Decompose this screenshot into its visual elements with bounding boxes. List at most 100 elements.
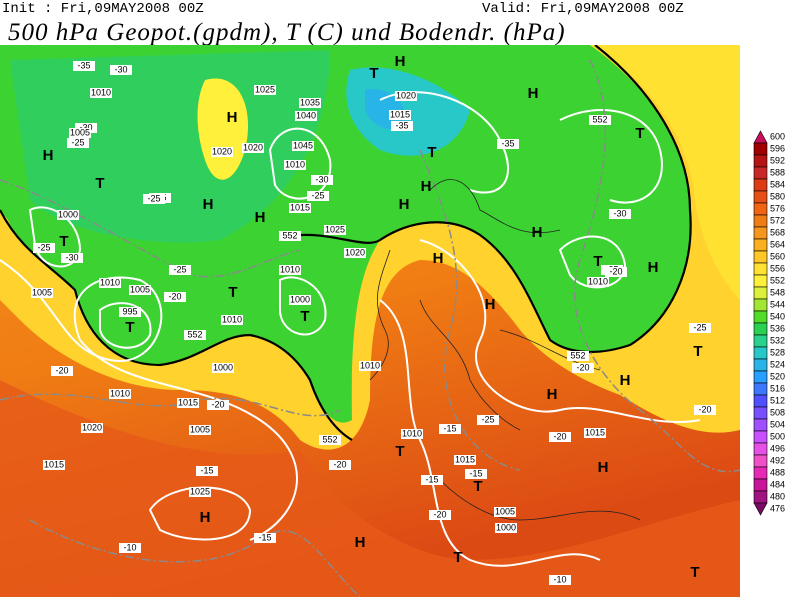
colorbar-label: 492 — [770, 455, 785, 465]
label-box — [90, 88, 112, 98]
pressure-center: H — [532, 224, 543, 241]
colorbar-swatch — [753, 358, 768, 372]
pressure-center: H — [200, 509, 211, 526]
label-box — [497, 139, 519, 149]
contour-label: 1010 — [402, 428, 422, 438]
colorbar-swatch — [753, 334, 768, 348]
label-box — [67, 138, 89, 148]
colorbar-swatch — [753, 478, 768, 492]
contour-label: 1015 — [178, 397, 198, 407]
label-box — [311, 175, 333, 185]
pressure-center: H — [620, 372, 631, 389]
contour-label: 1000 — [213, 362, 233, 372]
label-box — [289, 295, 311, 305]
label-box — [207, 400, 229, 410]
colorbar-swatch — [753, 190, 768, 204]
pressure-center: H — [485, 296, 496, 313]
label-box — [694, 405, 716, 415]
contour-label: -20 — [211, 399, 224, 409]
contour-label: 1015 — [585, 427, 605, 437]
isobar — [279, 276, 327, 336]
contour-label: -20 — [553, 431, 566, 441]
label-box — [421, 475, 443, 485]
contour-label: -20 — [333, 459, 346, 469]
contour-label: -30 — [79, 122, 92, 132]
contour-label: 1010 — [91, 87, 111, 97]
contour-label: -25 — [71, 137, 84, 147]
valid-time: Valid: Fri,09MAY2008 00Z — [482, 1, 684, 17]
label-box — [605, 267, 627, 277]
colorbar-swatch — [753, 250, 768, 264]
label-box — [51, 366, 73, 376]
init-time: Init : Fri,09MAY2008 00Z — [2, 1, 204, 17]
map-title: 500 hPa Geopot.(gpdm), T (C) und Bodendr… — [8, 19, 566, 46]
pressure-center: H — [227, 109, 238, 126]
label-box — [439, 424, 461, 434]
pressure-center: T — [473, 478, 482, 495]
contour-label: 552 — [570, 350, 585, 360]
contour-label: -15 — [258, 532, 271, 542]
east-warm — [590, 45, 740, 300]
colorbar-label: 536 — [770, 323, 785, 333]
contour-label: 1025 — [325, 224, 345, 234]
contour-label: 552 — [322, 434, 337, 444]
colorbar-swatch — [753, 322, 768, 336]
colorbar-label: 600 — [770, 131, 785, 141]
label-box — [242, 143, 264, 153]
label-box — [401, 429, 423, 439]
label-box — [177, 398, 199, 408]
colorbar-swatch — [753, 226, 768, 240]
pressure-center: T — [635, 125, 644, 142]
label-box — [319, 435, 341, 445]
colorbar-label: 520 — [770, 371, 785, 381]
colorbar-label: 516 — [770, 383, 785, 393]
contour-label: 1010 — [360, 360, 380, 370]
label-box — [279, 231, 301, 241]
label-box — [33, 243, 55, 253]
colorbar: 600 596 592 588 584 580 576 572 568 564 560 556 552 5… — [753, 130, 785, 516]
contour-label: -25 — [481, 414, 494, 424]
label-box — [284, 160, 306, 170]
contour-label: 1035 — [300, 97, 320, 107]
contour-label: 1015 — [455, 454, 475, 464]
label-box — [589, 115, 611, 125]
colorbar-swatch — [753, 346, 768, 360]
colorbar-label: 576 — [770, 203, 785, 213]
label-box — [465, 469, 487, 479]
label-box — [324, 225, 346, 235]
contour-label: -35 — [395, 120, 408, 130]
pressure-center: H — [43, 147, 54, 164]
colorbar-label: 580 — [770, 191, 785, 201]
label-box — [329, 460, 351, 470]
isobar — [419, 239, 701, 424]
pressure-center: H — [547, 386, 558, 403]
contour-label: -20 — [576, 362, 589, 372]
isobar — [558, 235, 627, 289]
isobar — [268, 127, 332, 200]
contour-label: 1015 — [290, 202, 310, 212]
colorbar-label: 484 — [770, 479, 785, 489]
label-box — [495, 523, 517, 533]
contour-label: 1000 — [58, 209, 78, 219]
pressure-center: H — [355, 534, 366, 551]
contour-label: 1020 — [396, 90, 416, 100]
isobar — [28, 206, 82, 268]
isotherm — [574, 59, 740, 473]
colorbar-swatch — [753, 154, 768, 168]
label-box — [129, 285, 151, 295]
colorbar-swatch — [753, 298, 768, 312]
label-box — [212, 363, 234, 373]
contour-label: 552 — [187, 329, 202, 339]
isotherm — [0, 393, 341, 417]
colorbar-cap — [753, 130, 768, 144]
colorbar-label: 504 — [770, 419, 785, 429]
contour-label: 1005 — [70, 127, 90, 137]
contour-label: -20 — [698, 404, 711, 414]
pressure-center: T — [59, 233, 68, 250]
contour-label: -20 — [433, 509, 446, 519]
label-box — [184, 330, 206, 340]
isobar — [559, 109, 663, 204]
pressure-center: H — [255, 209, 266, 226]
